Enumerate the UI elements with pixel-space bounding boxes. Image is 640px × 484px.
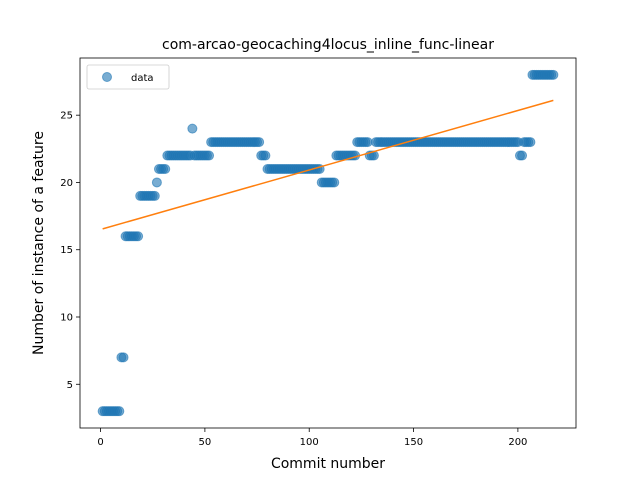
data-point	[254, 137, 265, 148]
data-points	[97, 69, 559, 417]
y-tick-label: 5	[67, 380, 73, 391]
fit-line-group	[102, 99, 554, 230]
x-tick-label: 200	[508, 437, 527, 448]
legend-label-data: data	[131, 73, 154, 84]
data-point	[260, 150, 271, 161]
y-tick-label: 10	[60, 313, 73, 324]
data-point	[329, 177, 340, 188]
y-axis-label: Number of instance of a feature	[31, 131, 47, 355]
data-point	[362, 137, 373, 148]
data-point	[114, 406, 125, 417]
x-tick-label: 0	[97, 437, 103, 448]
data-point	[149, 190, 160, 201]
legend-box	[86, 64, 170, 90]
y-tick-label: 25	[60, 111, 73, 122]
data-point	[118, 352, 129, 363]
x-axis-ticks: 0 50 100 150 200	[97, 428, 527, 448]
data-point	[133, 231, 144, 242]
plot-frame	[79, 57, 577, 429]
y-tick-label: 20	[60, 178, 73, 189]
data-point	[525, 137, 536, 148]
legend: data	[86, 64, 170, 90]
x-tick-label: 100	[300, 437, 319, 448]
legend-marker-data	[102, 72, 112, 82]
data-point	[548, 69, 559, 80]
data-point	[204, 150, 215, 161]
data-point	[151, 177, 162, 188]
x-tick-label: 50	[199, 437, 212, 448]
y-axis-ticks: 5 10 15 20 25	[60, 111, 80, 391]
data-point	[187, 123, 198, 134]
chart-title: com-arcao-geocaching4locus_inline_func-l…	[162, 37, 494, 53]
x-axis-label: Commit number	[271, 456, 385, 472]
fit-line	[102, 99, 554, 230]
x-tick-label: 150	[404, 437, 423, 448]
data-point	[517, 150, 528, 161]
data-point	[160, 164, 171, 174]
y-tick-label: 15	[60, 245, 73, 256]
